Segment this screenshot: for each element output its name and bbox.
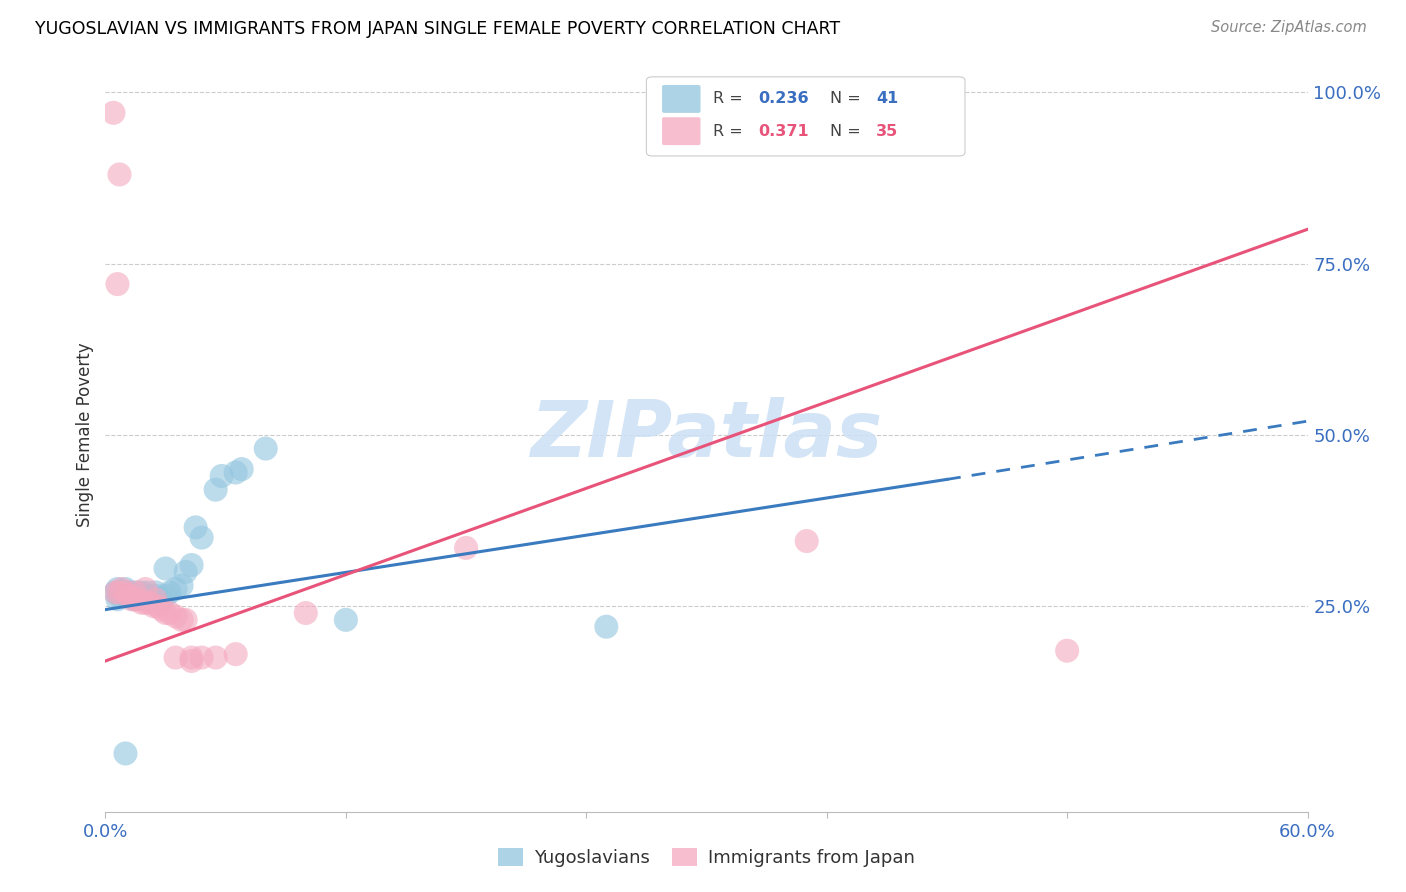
Point (107, 592, 129, 607)
Point (135, 596, 157, 610)
Point (103, 105, 125, 120)
Point (595, 620, 617, 634)
Point (114, 747, 136, 761)
Point (184, 520, 207, 534)
Point (155, 561, 177, 575)
Point (142, 599, 165, 614)
Point (159, 606, 181, 620)
FancyBboxPatch shape (662, 117, 700, 145)
Point (146, 599, 169, 614)
Point (135, 582, 157, 596)
Text: ZIPatlas: ZIPatlas (530, 397, 883, 473)
Point (136, 585, 159, 599)
Point (141, 592, 163, 607)
Point (150, 602, 173, 616)
Point (128, 592, 150, 607)
Point (124, 592, 146, 607)
Point (170, 613, 193, 627)
Point (114, 585, 136, 599)
Point (155, 606, 177, 620)
Point (108, 589, 131, 603)
Point (121, 592, 143, 607)
Point (131, 585, 153, 599)
Point (107, 582, 129, 596)
Text: Source: ZipAtlas.com: Source: ZipAtlas.com (1211, 20, 1367, 35)
Point (335, 613, 357, 627)
Point (117, 585, 139, 599)
Point (108, 585, 131, 599)
Point (135, 589, 157, 603)
Point (165, 582, 187, 596)
Point (145, 585, 167, 599)
FancyBboxPatch shape (647, 77, 965, 156)
Point (122, 592, 145, 607)
Point (145, 589, 167, 603)
Point (127, 592, 149, 607)
Point (138, 596, 160, 610)
Point (204, 650, 226, 665)
Point (295, 606, 318, 620)
Text: 0.371: 0.371 (758, 124, 808, 138)
Text: YUGOSLAVIAN VS IMMIGRANTS FROM JAPAN SINGLE FEMALE POVERTY CORRELATION CHART: YUGOSLAVIAN VS IMMIGRANTS FROM JAPAN SIN… (35, 20, 841, 37)
Point (155, 589, 177, 603)
Point (159, 585, 181, 599)
Point (165, 650, 187, 665)
Point (112, 585, 135, 599)
Legend: Yugoslavians, Immigrants from Japan: Yugoslavians, Immigrants from Japan (491, 840, 922, 874)
Point (108, 168, 131, 182)
Text: 35: 35 (876, 124, 898, 138)
Text: R =: R = (713, 92, 742, 106)
Point (121, 589, 143, 603)
Point (254, 442, 277, 456)
Point (225, 466, 247, 480)
Point (165, 609, 187, 624)
Point (124, 589, 146, 603)
Text: N =: N = (831, 124, 860, 138)
Text: N =: N = (831, 92, 860, 106)
Point (138, 589, 160, 603)
Point (127, 585, 149, 599)
Point (132, 589, 155, 603)
Point (190, 531, 212, 545)
Point (180, 650, 202, 665)
Point (180, 654, 202, 668)
Text: 41: 41 (876, 92, 898, 106)
Point (796, 534, 818, 549)
Point (104, 585, 127, 599)
Point (204, 483, 226, 497)
Point (225, 647, 247, 661)
Text: 0.236: 0.236 (758, 92, 808, 106)
Point (211, 469, 233, 483)
Point (107, 277, 129, 291)
Point (114, 582, 136, 596)
Y-axis label: Single Female Poverty: Single Female Poverty (76, 343, 94, 527)
Text: R =: R = (713, 124, 742, 138)
Point (456, 541, 478, 555)
Point (231, 462, 253, 476)
Point (174, 565, 197, 579)
Point (170, 579, 193, 593)
Point (110, 585, 132, 599)
Point (118, 585, 141, 599)
Point (104, 585, 127, 599)
Point (190, 650, 212, 665)
Point (114, 589, 136, 603)
Point (1056, 643, 1078, 657)
FancyBboxPatch shape (662, 85, 700, 113)
Point (131, 596, 153, 610)
Point (145, 592, 167, 607)
Point (118, 589, 141, 603)
Point (110, 582, 132, 596)
Point (150, 592, 173, 607)
Point (124, 585, 146, 599)
Point (174, 613, 197, 627)
Point (180, 558, 202, 572)
